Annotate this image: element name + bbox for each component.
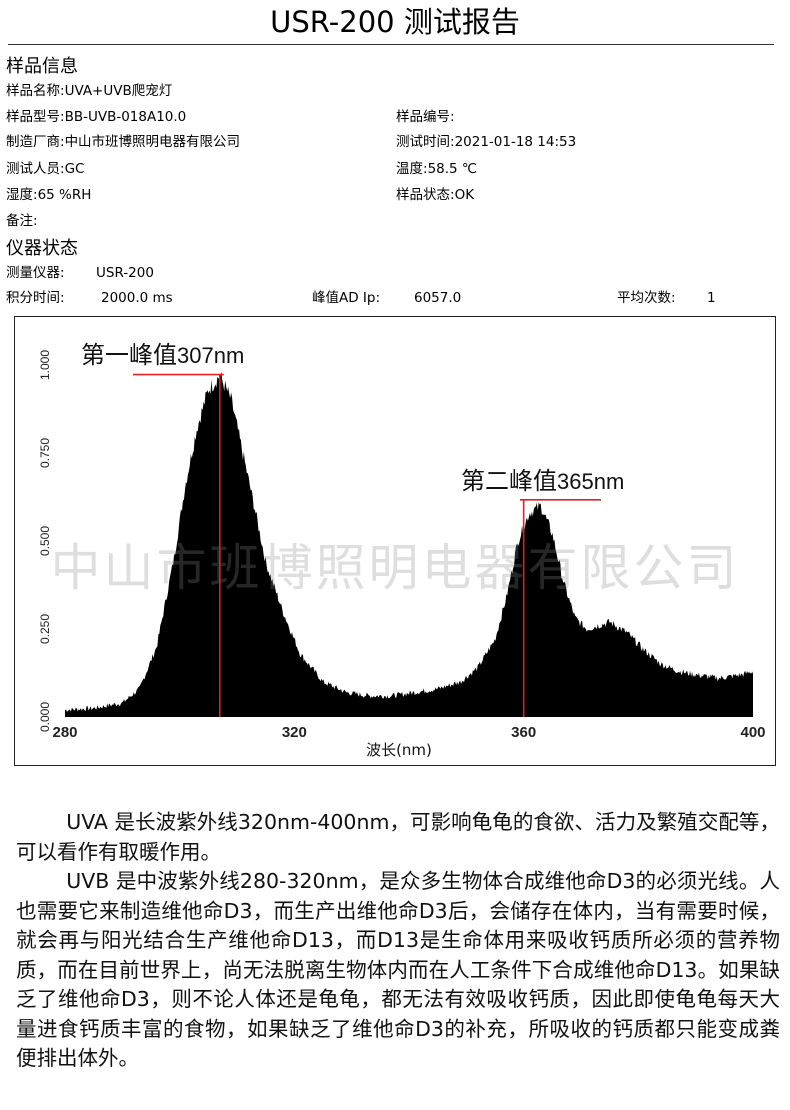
watermark: 中山市班博照明电器有限公司 <box>51 539 740 597</box>
spectrum-chart: 0.000 0.250 0.500 0.750 1.000 280 320 360 400 中… <box>14 316 776 766</box>
sample-status-row: 样品状态:OK <box>396 186 474 204</box>
tester-label: 测试人员: <box>6 161 65 177</box>
temperature-label: 温度: <box>396 161 428 177</box>
x-tick-label: 320 <box>282 724 307 741</box>
x-tick-label: 360 <box>511 724 536 741</box>
tester-value: GC <box>64 161 85 177</box>
maker-value: 中山市班博照明电器有限公司 <box>64 134 241 150</box>
humidity-label: 湿度: <box>6 187 38 203</box>
meter-label: 测量仪器: <box>6 265 65 281</box>
temperature-row: 温度:58.5 ℃ <box>396 160 477 178</box>
sample-name-value: UVA+UVB爬宠灯 <box>64 83 173 99</box>
peak-ad-value: 6057.0 <box>414 290 462 306</box>
test-time-label: 测试时间: <box>396 134 455 150</box>
note-label: 备注: <box>6 213 38 229</box>
test-time-row: 测试时间:2021-01-18 14:53 <box>396 133 576 151</box>
sample-name-label: 样品名称: <box>6 83 65 99</box>
integration-time-value: 2000.0 ms <box>101 290 173 306</box>
description-text: UVA 是长波紫外线320nm-400nm，可影响龟龟的食欲、活力及繁殖交配等，… <box>16 808 780 1074</box>
x-tick-label: 400 <box>740 724 765 741</box>
y-tick-label: 0.500 <box>38 526 52 556</box>
report-title: USR-200 测试报告 <box>270 5 520 39</box>
sample-model-value: BB-UVB-018A10.0 <box>64 109 187 125</box>
sample-info-heading: 样品信息 <box>6 56 78 77</box>
instrument-heading: 仪器状态 <box>6 238 78 259</box>
uva-paragraph: UVA 是长波紫外线320nm-400nm，可影响龟龟的食欲、活力及繁殖交配等，… <box>16 810 780 864</box>
sample-model-label: 样品型号: <box>6 109 65 125</box>
peak-annotation-label: 第二峰值365nm <box>461 467 624 495</box>
y-axis: 0.000 0.250 0.500 0.750 1.000 <box>38 350 52 732</box>
note-row: 备注: <box>6 212 38 230</box>
tester-row: 测试人员:GC <box>6 160 84 178</box>
peak-annotation-label: 第一峰值307nm <box>81 341 244 369</box>
maker-label: 制造厂商: <box>6 134 65 150</box>
spectrum-area <box>65 371 753 717</box>
spectrum-chart-svg: 0.000 0.250 0.500 0.750 1.000 280 320 360 400 中… <box>38 341 766 759</box>
maker-row: 制造厂商:中山市班博照明电器有限公司 <box>6 133 240 151</box>
average-count-value: 1 <box>707 290 716 306</box>
humidity-value: 65 %RH <box>37 187 92 203</box>
sample-number-label: 样品编号: <box>396 109 455 125</box>
sample-model-row: 样品型号:BB-UVB-018A10.0 <box>6 108 186 126</box>
temperature-value: 58.5 ℃ <box>427 161 478 177</box>
title-divider <box>8 44 774 45</box>
average-count-label: 平均次数: <box>617 290 676 306</box>
sample-status-label: 样品状态: <box>396 187 455 203</box>
peak-annotations: 第一峰值307nm 第二峰值365nm <box>81 341 624 717</box>
y-tick-label: 0.000 <box>38 702 52 732</box>
y-tick-label: 1.000 <box>38 350 52 380</box>
uvb-paragraph: UVB 是中波紫外线280-320nm，是众多生物体合成维他命D3的必须光线。人… <box>16 869 780 1070</box>
test-time-value: 2021-01-18 14:53 <box>454 134 577 150</box>
y-tick-label: 0.250 <box>38 614 52 644</box>
humidity-row: 湿度:65 %RH <box>6 186 91 204</box>
sample-status-value: OK <box>454 187 475 203</box>
x-tick-label: 280 <box>52 724 77 741</box>
y-tick-label: 0.750 <box>38 438 52 468</box>
x-axis: 280 320 360 400 <box>52 724 765 741</box>
meter-value: USR-200 <box>96 265 154 281</box>
sample-name-row: 样品名称:UVA+UVB爬宠灯 <box>6 82 172 100</box>
peak-ad-label: 峰值AD Ip: <box>312 290 381 306</box>
integration-time-label: 积分时间: <box>6 290 65 306</box>
meter-row: 测量仪器: <box>6 264 65 282</box>
x-axis-label: 波长(nm) <box>366 741 432 759</box>
sample-number-row: 样品编号: <box>396 108 455 126</box>
